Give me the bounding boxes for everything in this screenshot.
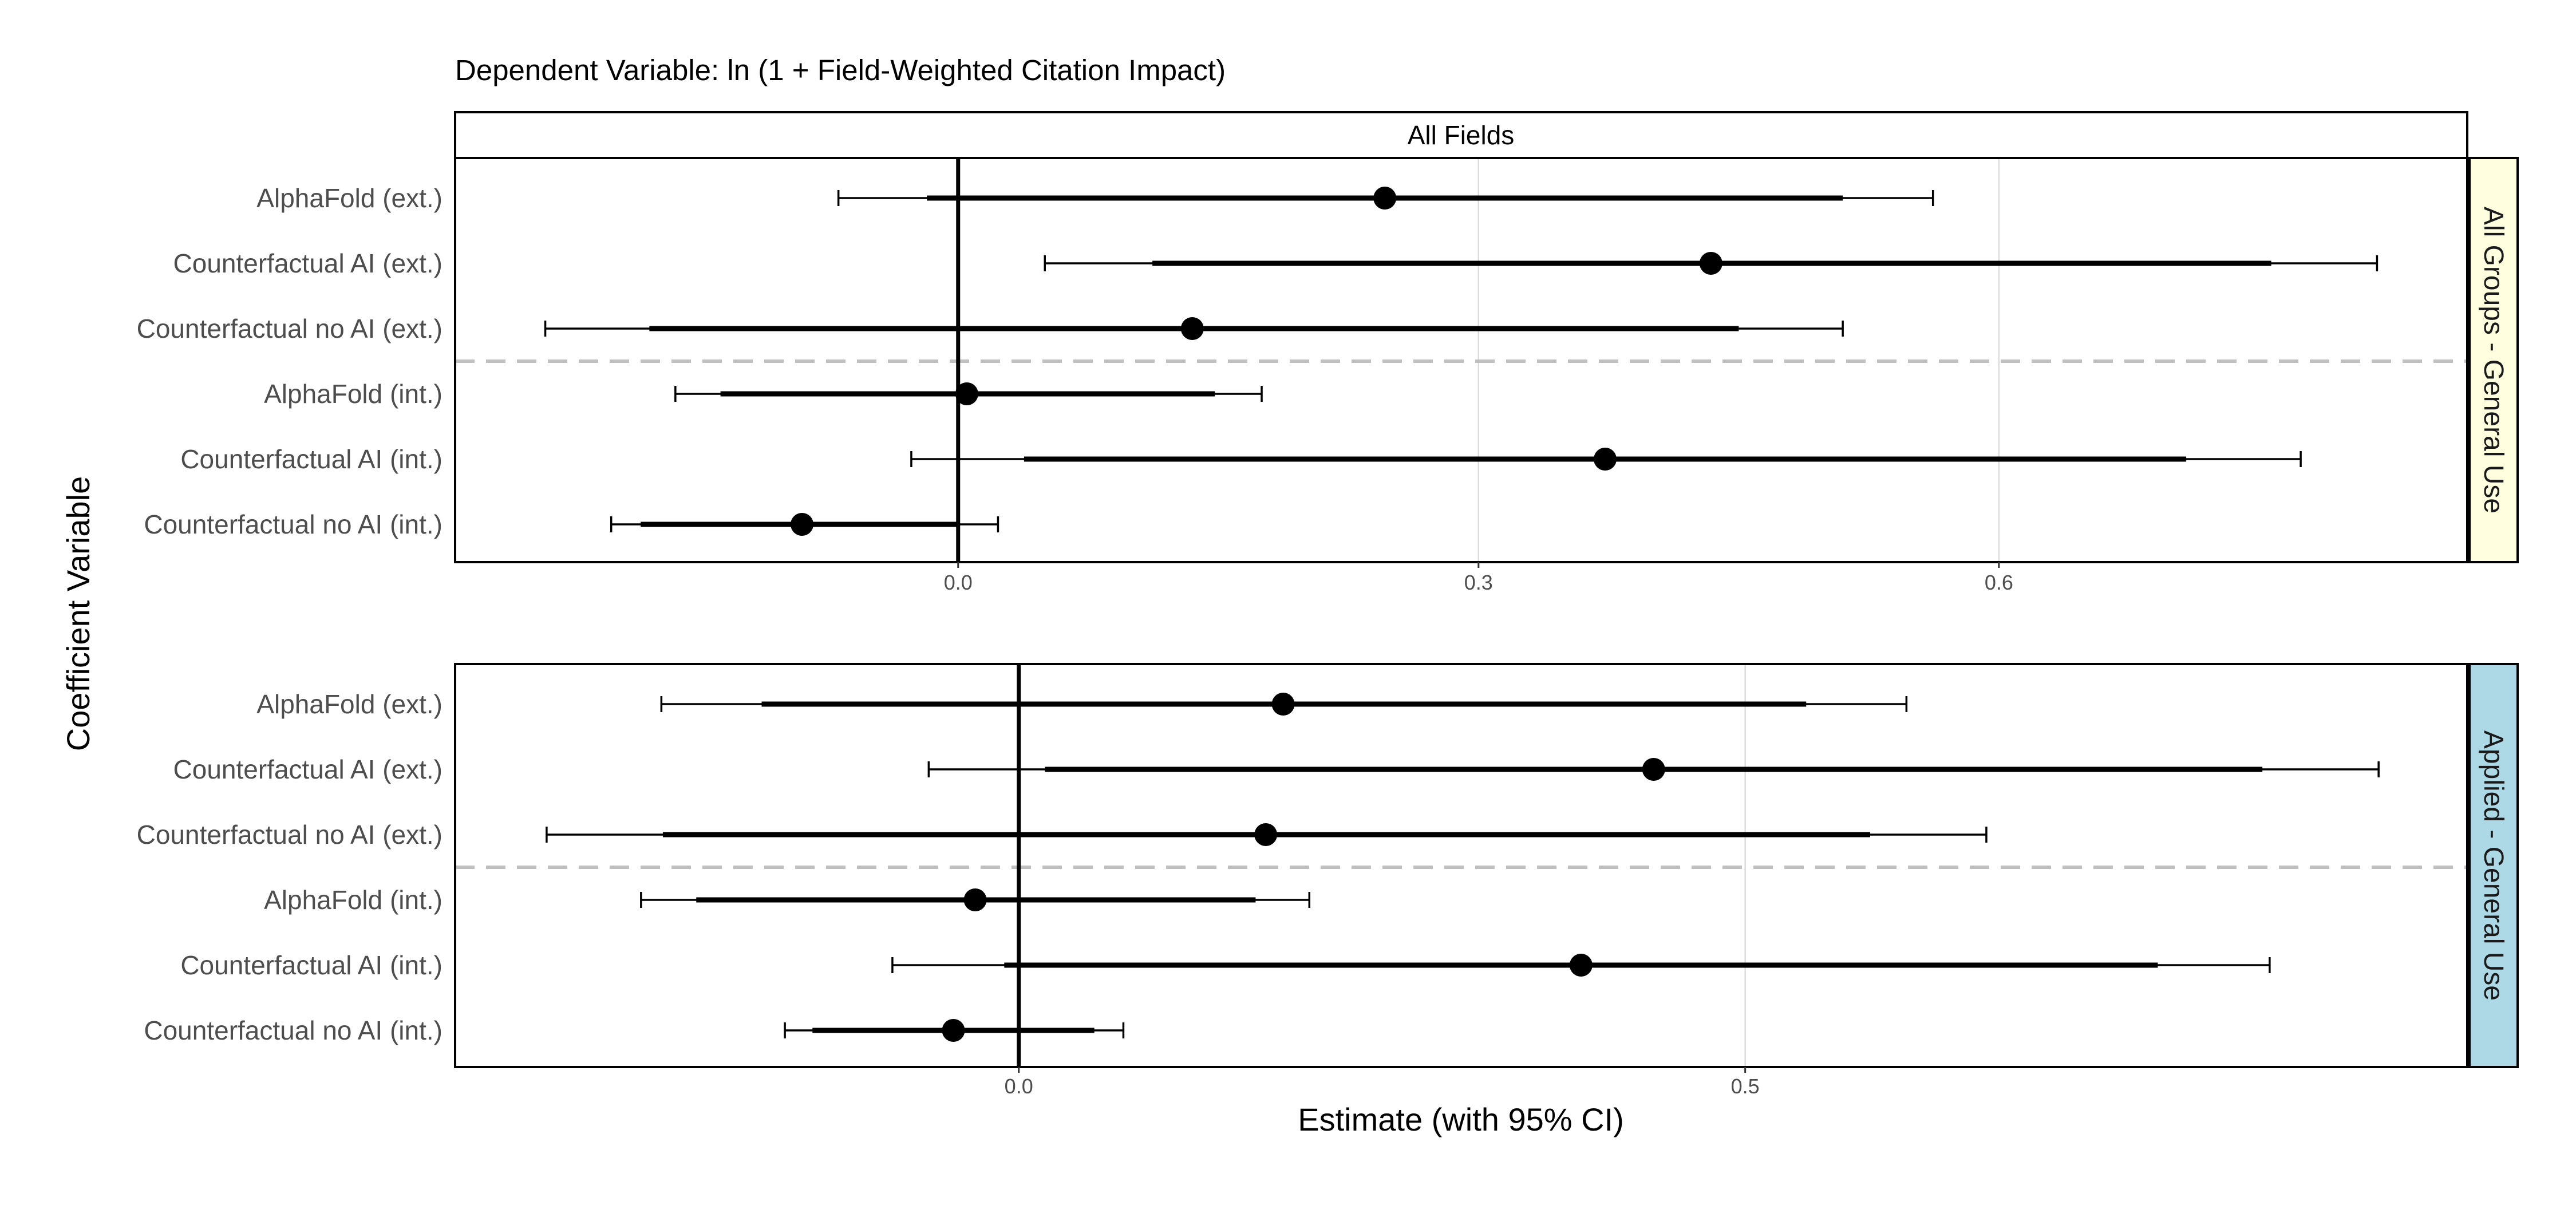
estimate-point (963, 888, 987, 911)
facet-column-strip (454, 111, 2468, 159)
x-tick-label: 0.3 (1464, 571, 1493, 594)
coefficient-row: Counterfactual AI (ext.) (173, 754, 2380, 784)
y-tick-label: Counterfactual no AI (int.) (144, 1016, 442, 1045)
estimate-point (1373, 187, 1397, 210)
x-tick-label: 0.5 (1731, 1074, 1760, 1098)
estimate-point (1254, 823, 1278, 846)
facet-row-strip (2468, 663, 2519, 1068)
facet-panel: AlphaFold (ext.) Counterfactual AI (ext.)… (137, 663, 2519, 1098)
panel-border (454, 157, 2468, 563)
y-tick-label: Counterfactual AI (ext.) (173, 754, 442, 784)
estimate-point (955, 382, 978, 405)
estimate-point (791, 513, 814, 536)
facet-panel: AlphaFold (ext.) Counterfactual AI (ext.)… (137, 157, 2519, 594)
estimate-point (1594, 448, 1617, 471)
estimate-point (1271, 693, 1295, 716)
facet-column-label: All Fields (1408, 120, 1515, 150)
facet-panels: AlphaFold (ext.) Counterfactual AI (ext.)… (137, 157, 2519, 1098)
x-tick-label: 0.6 (1985, 571, 2013, 594)
y-axis-title: Coefficient Variable (60, 476, 96, 751)
coefficient-row: Counterfactual AI (int.) (180, 444, 2302, 474)
y-tick-label: Counterfactual no AI (ext.) (137, 314, 442, 343)
estimate-point (1180, 317, 1204, 340)
coefficient-row: AlphaFold (int.) (264, 885, 1311, 915)
y-tick-label: Counterfactual AI (int.) (180, 444, 442, 474)
coefficient-row: Counterfactual AI (ext.) (173, 248, 2379, 278)
coefficient-row: AlphaFold (ext.) (256, 183, 1934, 213)
coefficient-row: AlphaFold (ext.) (256, 689, 1908, 719)
estimate-point (1699, 252, 1722, 275)
y-tick-label: Counterfactual AI (ext.) (173, 248, 442, 278)
y-tick-label: AlphaFold (int.) (264, 885, 442, 915)
coefficient-row: Counterfactual no AI (ext.) (137, 820, 1988, 850)
y-tick-label: Counterfactual no AI (ext.) (137, 820, 442, 850)
facet-row-label: All Groups - General Use (2478, 207, 2508, 513)
coefficient-row: Counterfactual AI (int.) (180, 950, 2271, 980)
estimate-point (1569, 954, 1593, 977)
y-tick-label: Counterfactual AI (int.) (180, 950, 442, 980)
facet-row-strip (2468, 157, 2519, 563)
x-axis-title: Estimate (with 95% CI) (1298, 1101, 1624, 1137)
x-tick-label: 0.0 (1005, 1074, 1033, 1098)
y-tick-label: AlphaFold (int.) (264, 379, 442, 409)
panel-border (454, 663, 2468, 1068)
y-tick-label: AlphaFold (ext.) (256, 689, 442, 719)
estimate-point (942, 1019, 965, 1042)
chart-title: Dependent Variable: ln (1 + Field-Weight… (455, 54, 1226, 86)
estimate-point (1642, 758, 1665, 781)
coefficient-row: AlphaFold (int.) (264, 379, 1263, 409)
coefficient-row: Counterfactual no AI (int.) (144, 1016, 1125, 1045)
facet-row-label: Applied - General Use (2478, 730, 2508, 1001)
y-tick-label: Counterfactual no AI (int.) (144, 509, 442, 539)
y-tick-label: AlphaFold (ext.) (256, 183, 442, 213)
x-tick-label: 0.0 (944, 571, 973, 594)
coefficient-row: Counterfactual no AI (ext.) (137, 314, 1844, 343)
coefficient-row: Counterfactual no AI (int.) (144, 509, 999, 539)
